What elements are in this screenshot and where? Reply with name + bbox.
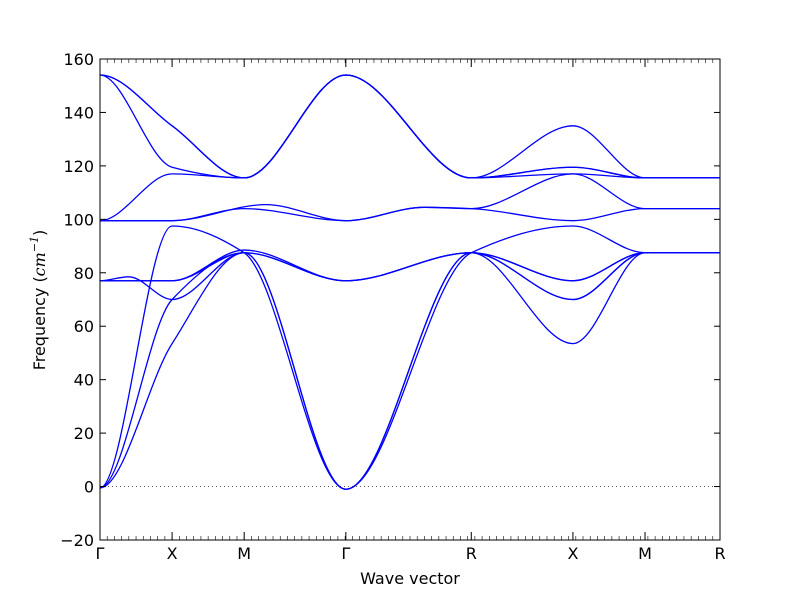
- phonon-branch-9: [99, 203, 720, 222]
- phonon-branch-6: [100, 249, 720, 282]
- x-axis-label: Wave vector: [360, 569, 460, 588]
- y-tick-label: 160: [63, 50, 94, 69]
- x-tick-label: R: [714, 544, 725, 563]
- y-axis-label-unit: cm: [30, 252, 49, 276]
- y-tick-label: 140: [63, 103, 94, 122]
- x-tick-label: M: [638, 544, 652, 563]
- plot-frame: [99, 58, 721, 541]
- x-tick-label: R: [466, 544, 477, 563]
- y-tick-label: 40: [74, 371, 94, 390]
- y-axis-label-unit-exponent: −1: [28, 236, 41, 252]
- y-tick-label: 20: [74, 424, 94, 443]
- y-tick-label: −20: [60, 531, 94, 550]
- x-tick-label: Γ: [96, 544, 105, 563]
- minor-ticks-layer: [106, 59, 714, 540]
- y-axis-label-suffix: ): [30, 230, 49, 236]
- x-tick-label: X: [567, 544, 578, 563]
- phonon-branch-3: [99, 225, 720, 490]
- y-tick-label: 80: [74, 264, 94, 283]
- y-tick-label: 0: [84, 478, 94, 497]
- y-axis-label-prefix: Frequency (: [30, 276, 49, 370]
- y-tick-label: 120: [63, 157, 94, 176]
- y-axis-label: Frequency (cm−1): [28, 230, 49, 371]
- y-tick-label: 100: [63, 210, 94, 229]
- phonon-branch-12: [99, 74, 720, 179]
- x-tick-label: Γ: [341, 544, 350, 563]
- plot-background: [100, 59, 720, 540]
- x-tick-label: M: [237, 544, 251, 563]
- series-layer: [99, 74, 720, 490]
- y-ticks-layer: −20 0 20 40 60 80 100 120 140 160: [60, 50, 720, 550]
- y-tick-label: 60: [74, 317, 94, 336]
- x-tick-label: X: [167, 544, 178, 563]
